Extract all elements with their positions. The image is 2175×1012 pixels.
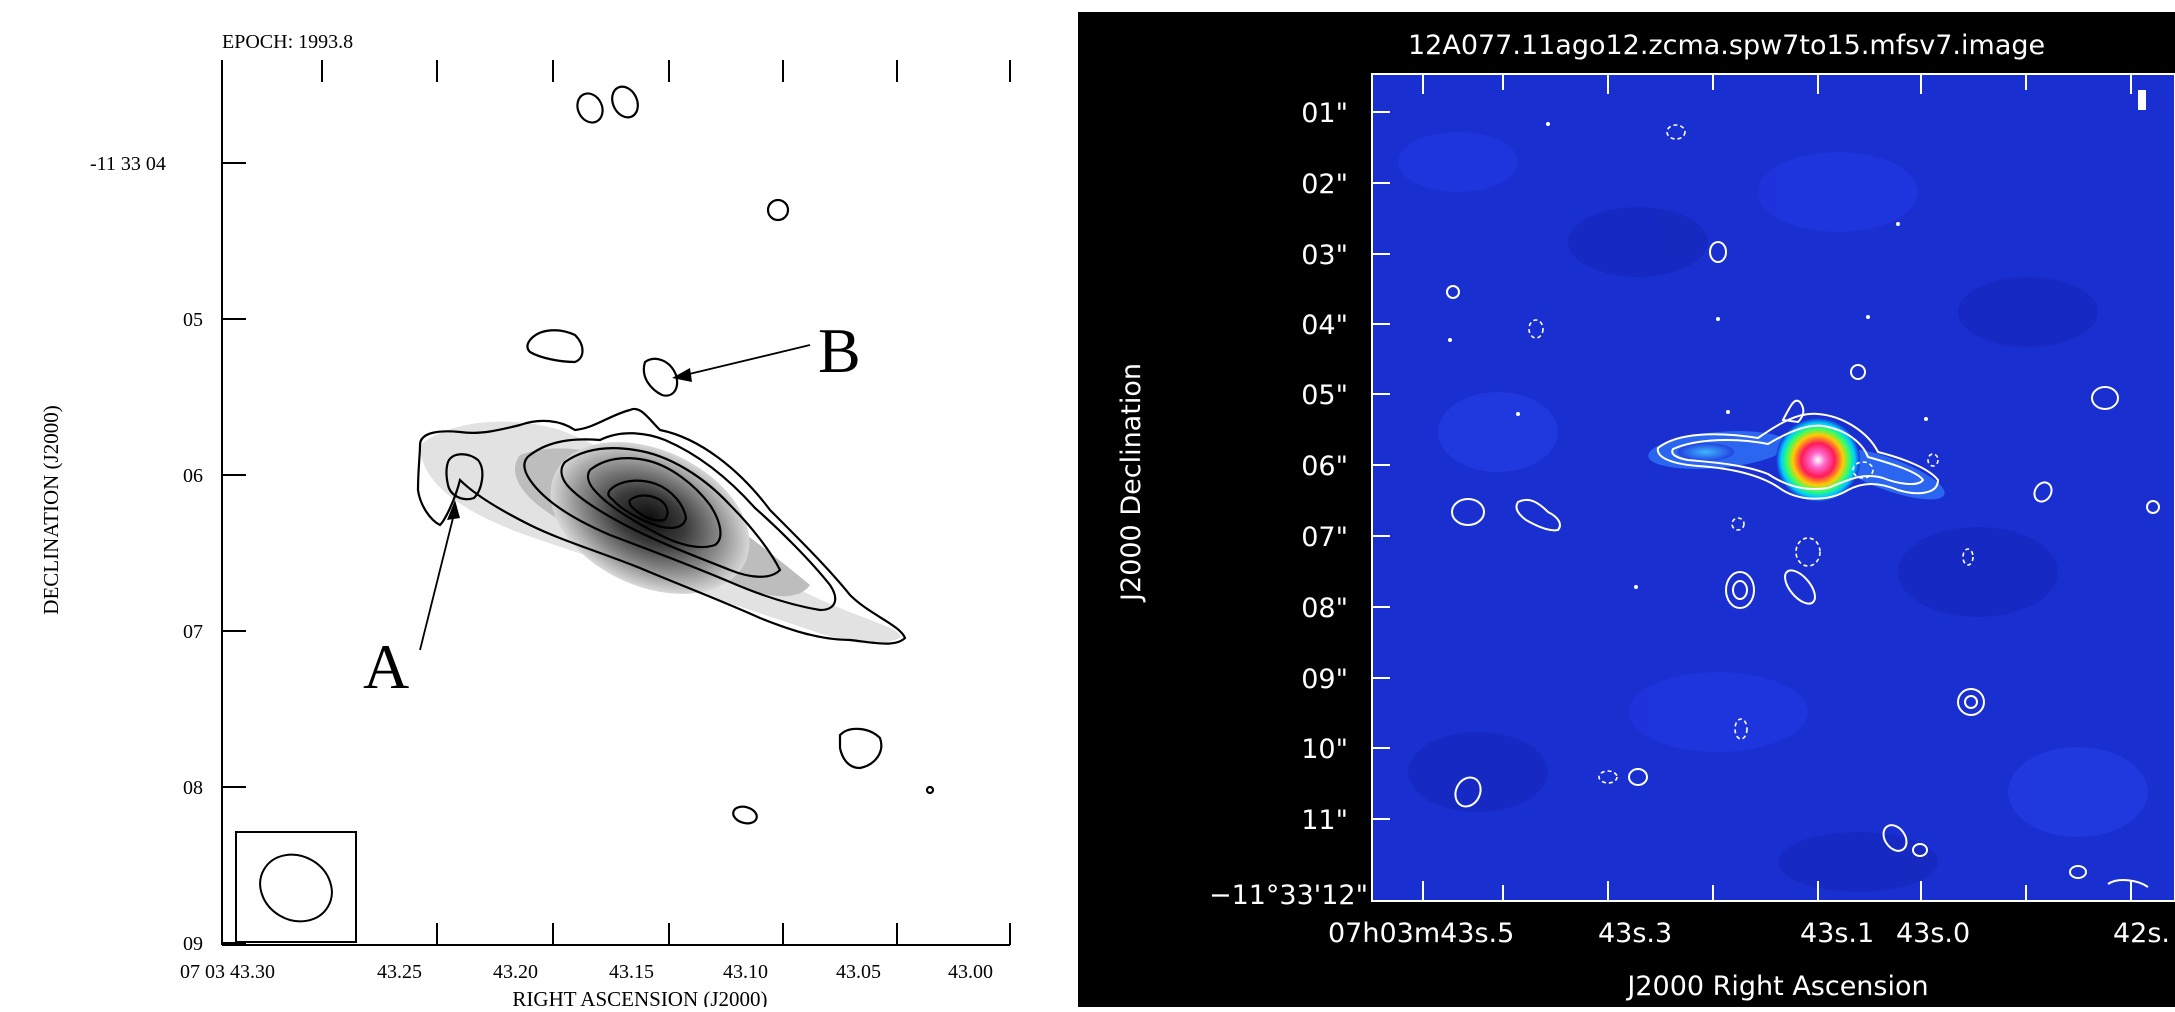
arrow-b bbox=[672, 344, 811, 382]
right-dec-tick-07: 07" bbox=[1301, 522, 1348, 553]
left-ra-tick-0: 07 03 43.30 bbox=[180, 961, 275, 983]
right-dec-tick-10: 10" bbox=[1301, 734, 1348, 765]
right-top-ticks bbox=[1422, 74, 2132, 94]
galaxy-contours bbox=[416, 85, 935, 825]
left-dec-tick-4: 08 bbox=[183, 777, 203, 799]
label-b: B bbox=[818, 315, 861, 386]
arrow-a bbox=[419, 500, 460, 651]
left-panel: EPOCH: 1993.8 bbox=[0, 0, 1075, 1011]
left-top-ticks bbox=[321, 60, 1011, 82]
left-dec-tick-1: 05 bbox=[183, 309, 203, 331]
left-dec-tick-2: 06 bbox=[183, 465, 203, 487]
left-dec-tick-5: 09 bbox=[183, 933, 203, 955]
left-ra-tick-1: 43.25 bbox=[377, 961, 422, 983]
left-ra-tick-2: 43.20 bbox=[493, 961, 538, 983]
map-frame bbox=[1371, 73, 2175, 902]
right-title: 12A077.11ago12.zcma.spw7to15.mfsv7.image bbox=[1408, 30, 2045, 61]
right-dots bbox=[1448, 122, 1928, 589]
right-ra-tick-0: 07h03m43s.5 bbox=[1328, 918, 1514, 949]
right-dec-tick-03: 03" bbox=[1301, 240, 1348, 271]
right-dec-tick-02: 02" bbox=[1301, 169, 1348, 200]
right-dec-origin: −11°33'12" bbox=[1209, 880, 1368, 911]
left-dec-tick-0: -11 33 04 bbox=[90, 153, 166, 175]
beam-box bbox=[235, 831, 357, 943]
right-dashed-contours bbox=[1528, 124, 1974, 784]
right-ra-axis-title: J2000 Right Ascension bbox=[1625, 971, 1928, 1002]
right-dec-tick-08: 08" bbox=[1301, 593, 1348, 624]
left-dec-tick-3: 07 bbox=[183, 621, 203, 643]
left-y-ticks bbox=[222, 162, 246, 944]
right-contours bbox=[1446, 241, 2160, 888]
left-ra-tick-3: 43.15 bbox=[609, 961, 654, 983]
right-radio-map: 12A077.11ago12.zcma.spw7to15.mfsv7.image bbox=[1116, 30, 2175, 1002]
right-bottom-ticks bbox=[1422, 881, 2132, 901]
right-dec-axis-title: J2000 Declination bbox=[1116, 363, 1147, 603]
right-dec-tick-05: 05" bbox=[1301, 380, 1348, 411]
right-dec-tick-11: 11" bbox=[1301, 805, 1348, 836]
left-ra-tick-4: 43.10 bbox=[723, 961, 768, 983]
left-ra-tick-5: 43.05 bbox=[836, 961, 881, 983]
epoch-label: EPOCH: 1993.8 bbox=[222, 31, 353, 53]
right-left-ticks bbox=[1372, 111, 1390, 820]
left-contour-map: EPOCH: 1993.8 bbox=[39, 31, 1011, 1011]
left-dec-axis-title: DECLINATION (J2000) bbox=[39, 405, 63, 614]
left-ra-tick-6: 43.00 bbox=[948, 961, 993, 983]
right-panel: 12A077.11ago12.zcma.spw7to15.mfsv7.image bbox=[1078, 12, 2175, 1007]
right-ra-tick-3: 43s.0 bbox=[1896, 918, 1970, 949]
label-a: A bbox=[363, 631, 409, 702]
map-noise bbox=[1398, 132, 2148, 892]
left-ra-axis-title: RIGHT ASCENSION (J2000) bbox=[512, 987, 767, 1007]
right-dec-tick-04: 04" bbox=[1301, 310, 1348, 341]
right-dec-tick-09: 09" bbox=[1301, 664, 1348, 695]
left-bottom-ticks bbox=[436, 923, 1011, 945]
right-dec-tick-01: 01" bbox=[1301, 98, 1348, 129]
right-ra-tick-4: 42s. bbox=[2113, 918, 2170, 949]
right-dec-tick-06: 06" bbox=[1301, 451, 1348, 482]
corner-marker bbox=[2138, 90, 2146, 110]
right-ra-tick-1: 43s.3 bbox=[1598, 918, 1672, 949]
right-ra-tick-2: 43s.1 bbox=[1800, 918, 1874, 949]
